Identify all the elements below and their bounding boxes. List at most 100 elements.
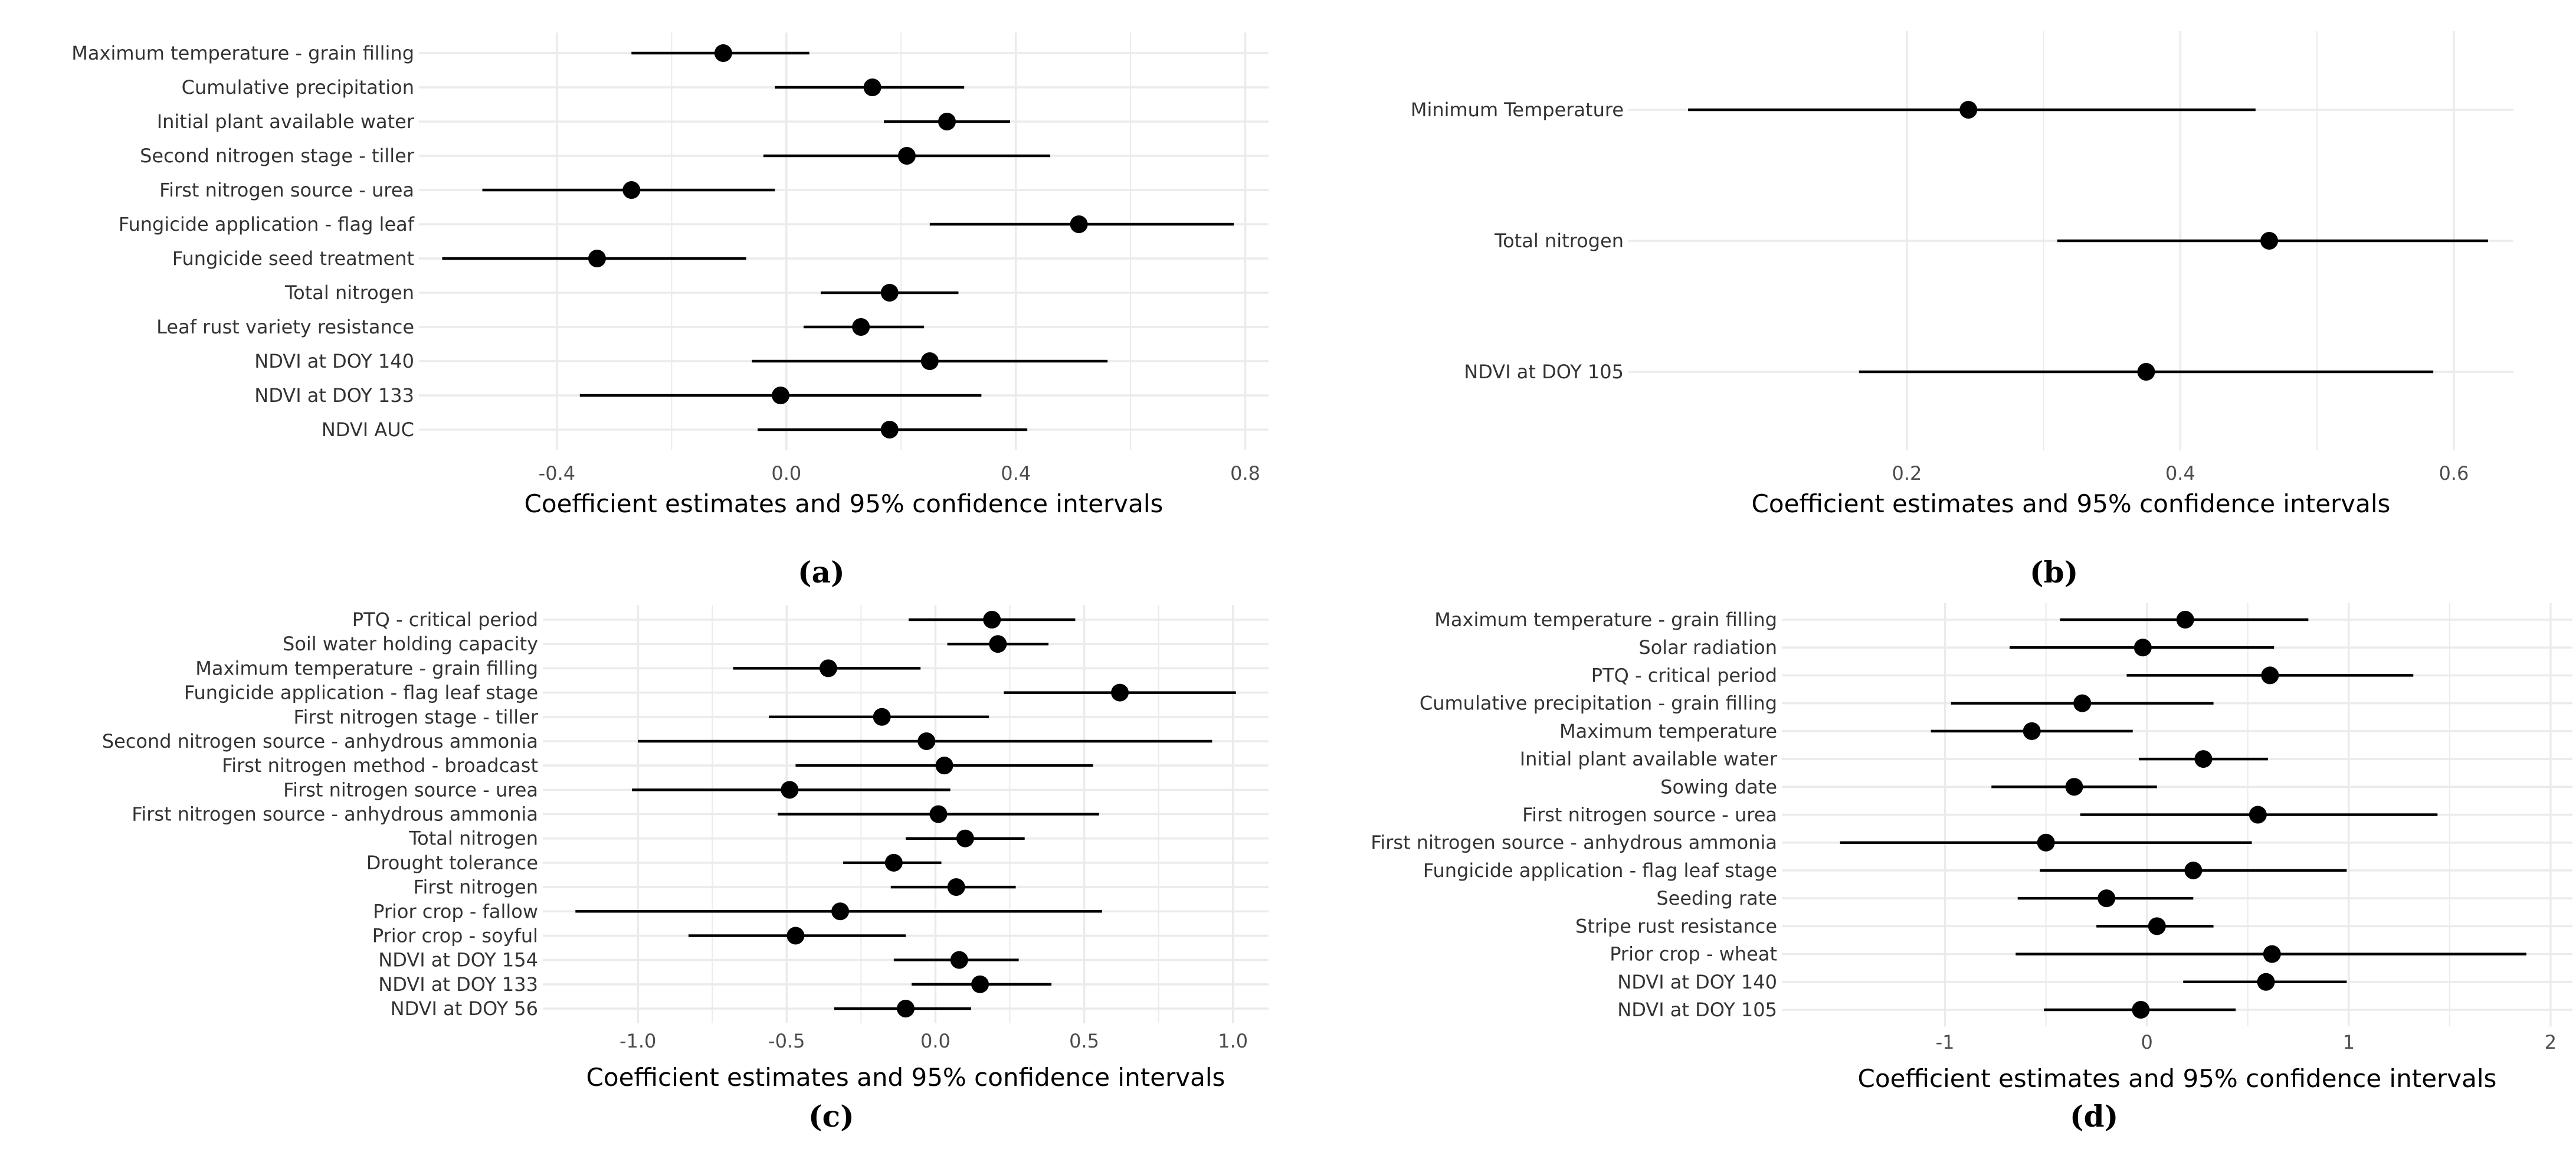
coefficient-estimate-point <box>920 352 939 370</box>
chart-d-svg: -1 0 1 2 Maximum temperature - grain filling… <box>1371 603 2572 1093</box>
coefficient-estimate-point <box>2263 945 2281 963</box>
coefficient-estimate-point <box>781 781 799 799</box>
coefficient-estimate-point <box>897 147 916 165</box>
variable-label: Fungicide application - flag leaf stage <box>184 682 538 704</box>
coefficient-estimate-point <box>983 611 1001 629</box>
coefficient-estimate-point <box>873 708 891 726</box>
coefficient-chart-b: 0.2 0.4 0.6 Minimum Temperature Total nitrog… <box>1286 0 2572 531</box>
variable-label: First nitrogen source - urea <box>159 179 414 201</box>
chart-a-svg: -0.4 0.0 0.4 0.8 Maximum temperature - grain… <box>71 32 1269 518</box>
coefficient-estimate-point <box>2260 232 2279 250</box>
coefficient-estimate-point <box>819 659 837 678</box>
variable-label: First nitrogen source - urea <box>1522 804 1777 826</box>
variable-label: Cumulative precipitation - grain filling <box>1420 692 1777 715</box>
x-tick-label: 0.2 <box>1892 462 1922 485</box>
coefficient-estimate-point <box>880 421 899 438</box>
coefficient-estimate-point <box>1111 683 1129 702</box>
coefficient-estimate-point <box>2065 778 2083 796</box>
coefficient-estimate-point <box>786 927 805 945</box>
x-axis-title: Coefficient estimates and 95% confidence… <box>525 489 1164 518</box>
coefficient-estimate-point <box>2132 1001 2150 1019</box>
coefficient-estimate-point <box>935 757 953 775</box>
variable-label: NDVI at DOY 105 <box>1464 361 1624 383</box>
coefficient-estimate-point <box>863 78 881 96</box>
variable-label: First nitrogen method - broadcast <box>222 754 538 777</box>
variable-label: Maximum temperature - grain filling <box>195 657 538 679</box>
x-tick-label: -1 <box>1936 1031 1955 1053</box>
coefficient-chart-a: -0.4 0.0 0.4 0.8 Maximum temperature - grain… <box>0 0 1274 531</box>
variable-label: First nitrogen stage - tiller <box>294 706 539 728</box>
x-tick-label: -0.5 <box>768 1030 805 1052</box>
coefficient-estimate-point <box>2257 973 2275 991</box>
variable-label: Solar radiation <box>1638 636 1777 659</box>
x-tick-label: 0.4 <box>2165 462 2195 485</box>
x-tick-label: 0.0 <box>920 1030 951 1052</box>
coefficient-estimate-point <box>2133 639 2152 657</box>
variable-label: Maximum temperature - grain filling <box>1434 608 1777 631</box>
x-tick-label: 0 <box>2141 1031 2153 1053</box>
variable-label: Drought tolerance <box>366 852 538 874</box>
x-tick-label: 1 <box>2343 1031 2355 1053</box>
variable-label: Fungicide application - flag leaf <box>119 213 415 235</box>
panel-tag-a: (a) <box>798 555 845 590</box>
coefficient-chart-c: -1.0 -0.5 0.0 0.5 1.0 PTQ - critical period So… <box>0 596 1274 1104</box>
variable-label: NDVI at DOY 140 <box>254 350 414 372</box>
variable-label: Total nitrogen <box>408 827 538 850</box>
variable-label: Sowing date <box>1660 775 1777 798</box>
x-axis-title: Coefficient estimates and 95% confidence… <box>586 1063 1225 1092</box>
variable-label: PTQ - critical period <box>1591 664 1777 686</box>
x-tick-label: 0.4 <box>1001 462 1031 485</box>
variable-label: NDVI AUC <box>322 418 414 441</box>
coefficient-estimate-point <box>714 44 732 62</box>
coefficient-estimate-point <box>588 250 606 267</box>
panel-tag-c: (c) <box>808 1099 854 1134</box>
variable-label: Initial plant available water <box>157 110 415 133</box>
coefficient-estimate-point <box>852 318 870 336</box>
coefficient-estimate-point <box>831 902 850 921</box>
x-tick-label: 2 <box>2545 1031 2557 1053</box>
x-tick-label: 0.5 <box>1069 1030 1099 1052</box>
variable-label: PTQ - critical period <box>352 608 538 631</box>
coefficient-estimate-point <box>971 975 989 993</box>
coefficient-estimate-point <box>897 1000 915 1017</box>
variable-label: First nitrogen source - anhydrous ammoni… <box>1371 832 1777 854</box>
x-axis-title: Coefficient estimates and 95% confidence… <box>1858 1064 2497 1093</box>
variable-label: NDVI at DOY 105 <box>1617 999 1777 1021</box>
variable-label: Prior crop - fallow <box>373 900 538 922</box>
variable-label: Cumulative precipitation <box>182 76 414 99</box>
x-tick-label: -0.4 <box>539 462 575 485</box>
coefficient-estimate-point <box>880 284 899 302</box>
x-tick-label: 0.0 <box>771 462 801 485</box>
coefficient-estimate-point <box>917 732 936 750</box>
coefficient-estimate-point <box>2097 889 2116 908</box>
x-tick-label: -1.0 <box>620 1030 656 1052</box>
coefficient-estimate-point <box>2176 611 2194 629</box>
coefficient-estimate-point <box>2137 363 2155 381</box>
variable-label: Fungicide application - flag leaf stage <box>1423 859 1777 882</box>
variable-label: Leaf rust variety resistance <box>156 316 414 338</box>
variable-label: NDVI at DOY 133 <box>378 973 538 996</box>
coefficient-estimate-point <box>2148 917 2166 935</box>
variable-label: Second nitrogen stage - tiller <box>140 145 415 167</box>
coefficient-estimate-point <box>2249 806 2267 824</box>
variable-label: NDVI at DOY 154 <box>378 949 538 971</box>
coefficient-estimate-point <box>989 635 1007 653</box>
coefficient-estimate-point <box>2194 750 2213 768</box>
coefficient-estimate-point <box>2184 861 2203 879</box>
coefficient-estimate-point <box>947 878 965 896</box>
variable-label: NDVI at DOY 56 <box>391 997 538 1020</box>
variable-label: Maximum temperature <box>1559 720 1777 742</box>
coefficient-estimate-point <box>884 853 903 872</box>
coefficient-estimate-point <box>950 951 968 969</box>
x-tick-label: 0.6 <box>2439 462 2469 485</box>
chart-c-svg: -1.0 -0.5 0.0 0.5 1.0 PTQ - critical periodSo… <box>102 605 1269 1092</box>
grid <box>419 32 1269 450</box>
x-tick-label: 1.0 <box>1218 1030 1248 1052</box>
variable-label: First nitrogen source - anhydrous ammoni… <box>132 803 538 826</box>
coefficient-estimate-point <box>929 805 948 823</box>
variable-label: Initial plant available water <box>1520 748 1778 770</box>
variable-label: First nitrogen source - urea <box>283 778 538 801</box>
coefficient-estimate-point <box>1070 215 1088 233</box>
variable-label: Soil water holding capacity <box>283 633 538 655</box>
variable-label: NDVI at DOY 133 <box>254 384 414 407</box>
